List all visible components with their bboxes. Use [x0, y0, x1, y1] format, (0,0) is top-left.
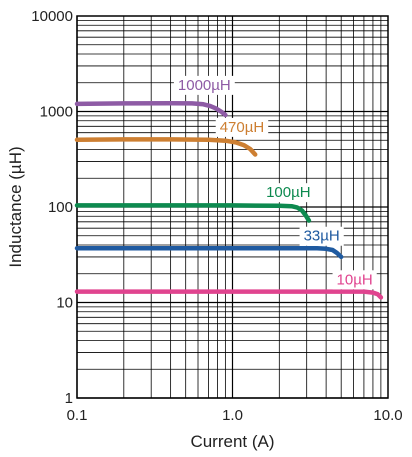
x-axis-title: Current (A) — [190, 432, 274, 451]
series-label-background — [173, 75, 235, 95]
y-tick-label: 10000 — [31, 8, 73, 25]
series-label-background — [262, 183, 315, 203]
series-line — [74, 245, 344, 260]
series-line — [74, 137, 258, 157]
x-tick-label: 10.0 — [373, 407, 402, 424]
series-labels: 1000µH 470µH 100µH 33µH 10µH — [173, 75, 377, 290]
series-line — [74, 101, 228, 118]
series-lines — [74, 101, 384, 300]
x-tick-label: 1.0 — [222, 407, 243, 424]
series-label: 10µH — [337, 271, 373, 288]
series-label-background — [332, 270, 377, 290]
series-label: 33µH — [304, 228, 340, 245]
series-line — [74, 203, 312, 223]
y-tick-label: 10 — [56, 295, 73, 312]
series-label: 470µH — [220, 119, 265, 136]
series-label-background — [215, 117, 269, 137]
series-label: 1000µH — [178, 77, 231, 94]
y-tick-labels: 1 10 100 1000 10000 — [31, 8, 73, 407]
series-label: 100µH — [266, 184, 311, 201]
x-tick-labels: 0.1 1.0 10.0 — [67, 407, 403, 424]
y-axis-title: Inductance (µH) — [6, 146, 25, 267]
series-line — [74, 289, 384, 300]
x-tick-label: 0.1 — [67, 407, 88, 424]
y-tick-label: 1000 — [40, 104, 73, 121]
y-tick-label: 1 — [65, 390, 73, 407]
series-label-background — [299, 226, 344, 246]
y-tick-label: 100 — [48, 199, 73, 216]
